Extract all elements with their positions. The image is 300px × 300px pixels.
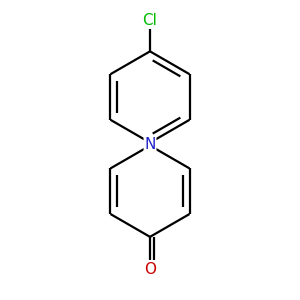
Text: N: N <box>144 136 156 152</box>
Text: Cl: Cl <box>142 13 158 28</box>
Text: O: O <box>144 262 156 277</box>
